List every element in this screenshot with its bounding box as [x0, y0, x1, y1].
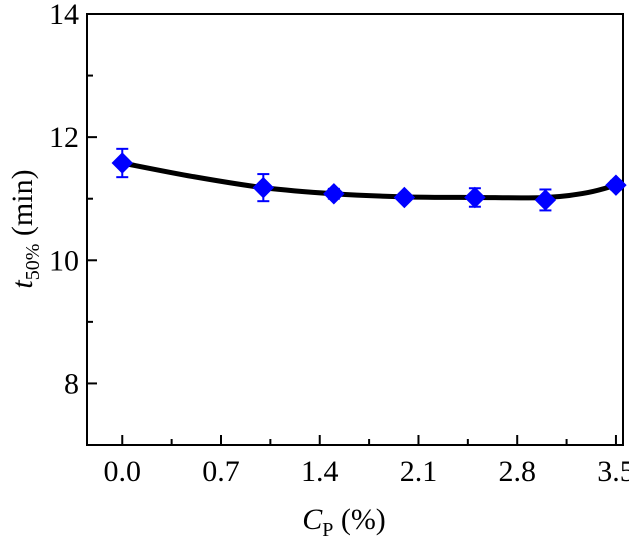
- x-tick-label: 2.8: [498, 455, 536, 488]
- y-axis-title-main: t: [6, 280, 39, 289]
- x-axis-title: CP (%): [302, 503, 386, 538]
- diamond-marker: [393, 186, 416, 209]
- y-tick-label: 12: [49, 121, 79, 154]
- data-point: [605, 174, 627, 196]
- x-axis-ticks: 0.0 0.7 1.4 2.1 2.8 3.5: [104, 435, 629, 488]
- y-tick-label: 14: [49, 0, 79, 31]
- data-points: [111, 147, 627, 212]
- x-axis-title-unit: (%): [333, 503, 385, 536]
- diamond-marker: [605, 174, 627, 196]
- diamond-marker: [534, 189, 557, 211]
- y-axis-title: t50% (min): [6, 169, 44, 288]
- plot-frame: [86, 13, 624, 446]
- y-tick-label: 10: [49, 244, 79, 277]
- data-point: [464, 186, 486, 209]
- data-point: [534, 188, 557, 212]
- data-point: [111, 147, 133, 179]
- y-axis-ticks: 8 10 12 14: [49, 0, 97, 446]
- diamond-marker: [323, 183, 345, 205]
- diamond-marker: [111, 152, 133, 174]
- fit-curve: [119, 160, 619, 201]
- diamond-marker: [252, 176, 275, 199]
- x-tick-label: 0.0: [104, 455, 142, 488]
- data-point: [323, 183, 345, 205]
- x-axis-title-subscript: P: [322, 519, 333, 538]
- x-tick-label: 1.4: [301, 455, 339, 488]
- x-tick-label: 2.1: [400, 455, 438, 488]
- data-point: [252, 173, 275, 203]
- y-tick-label: 8: [64, 367, 79, 400]
- x-tick-label: 0.7: [202, 455, 240, 488]
- y-axis-title-unit: (min): [6, 169, 39, 243]
- diamond-marker: [464, 186, 486, 209]
- y-axis-title-subscript: 50%: [22, 244, 44, 281]
- x-tick-label: 3.5: [597, 455, 629, 488]
- data-point: [393, 186, 416, 209]
- x-axis-title-main: C: [302, 503, 323, 536]
